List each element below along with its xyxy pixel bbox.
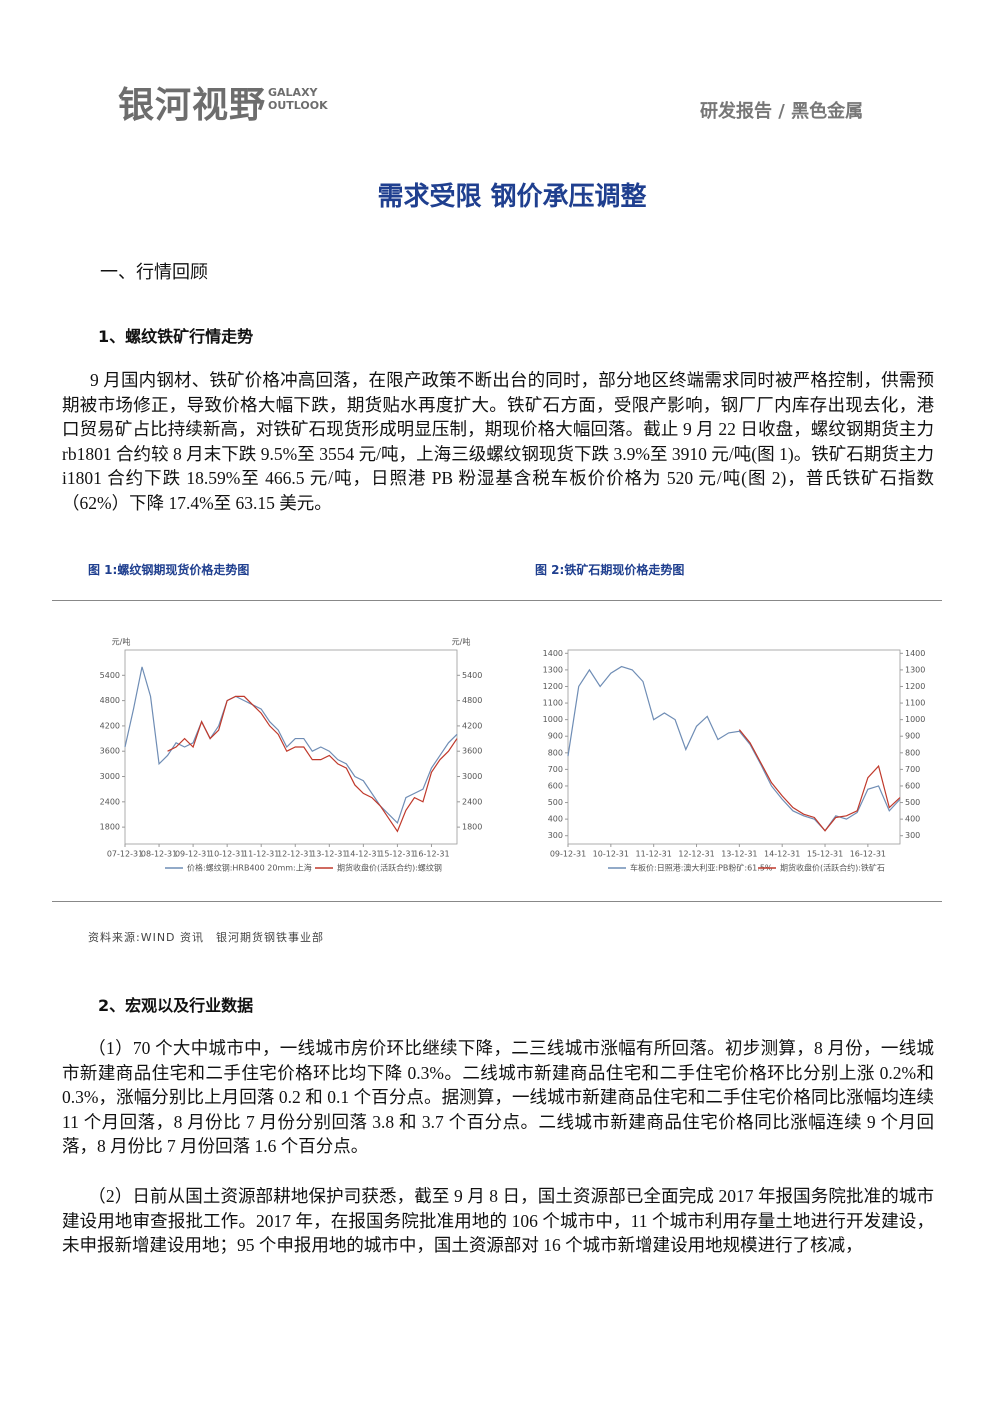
y-tick-label: 1200 (543, 682, 563, 691)
brand-en-line: OUTLOOK (268, 99, 328, 112)
y2-tick-label: 4800 (462, 696, 482, 705)
y2-tick-label: 1000 (905, 715, 925, 724)
subheading: 1、螺纹铁矿行情走势 (98, 327, 254, 346)
y-tick-label: 4800 (100, 696, 120, 705)
y-tick-label: 2400 (100, 797, 120, 806)
x-tick-label: 11-12-31 (636, 850, 672, 859)
x-tick-label: 07-12-31 (107, 850, 143, 859)
figure-caption: 图 1:螺纹钢期现货价格走势图 (88, 563, 250, 577)
series-line (567, 665, 901, 832)
y-tick-label: 300 (548, 831, 563, 840)
y2-tick-label: 1800 (462, 823, 482, 832)
subheading: 2、宏观以及行业数据 (98, 996, 254, 1015)
y-tick-label: 1000 (543, 715, 563, 724)
x-tick-label: 13-12-31 (311, 850, 347, 859)
source: 资料来源:WIND 资讯 银河期货钢铁事业部 (88, 931, 325, 944)
y2-tick-label: 900 (905, 732, 920, 741)
y-tick-label: 400 (548, 815, 563, 824)
x-tick-label: 12-12-31 (678, 850, 714, 859)
y-tick-label: 4200 (100, 721, 120, 730)
y2-tick-label: 1400 (905, 649, 925, 658)
legend-label: 期货收盘价(活跃合约):铁矿石 (780, 863, 885, 873)
x-tick-label: 08-12-31 (141, 850, 177, 859)
y-tick-label: 900 (548, 732, 563, 741)
x-tick-label: 16-12-31 (413, 850, 449, 859)
y2-tick-label: 4200 (462, 721, 482, 730)
legend-label: 价格:螺纹钢:HRB400 20mm:上海 (187, 863, 312, 873)
chart: 300 400 500 600 700 800 900 1000 1100 1200 1300 140… (543, 649, 926, 873)
y2-tick-label: 3600 (462, 747, 482, 756)
series-line (167, 695, 458, 833)
y-axis-label: 元/吨 (112, 637, 131, 647)
legend-label: 车板价:日照港:澳大利亚:PB粉矿:61.5% (630, 863, 773, 873)
series-line (124, 666, 458, 825)
brand-en-line: GALAXY (268, 86, 318, 99)
y-tick-label: 1300 (543, 665, 563, 674)
y-tick-label: 5400 (100, 671, 120, 680)
x-tick-label: 14-12-31 (345, 850, 381, 859)
chart: 元/吨 元/吨 1800 2400 3000 3600 4200 4800 5400 1800 24… (100, 637, 483, 873)
y2-tick-label: 3000 (462, 772, 482, 781)
y-tick-label: 500 (548, 798, 563, 807)
x-tick-label: 15-12-31 (807, 850, 843, 859)
y2-tick-label: 400 (905, 815, 920, 824)
y2-axis-label: 元/吨 (452, 637, 471, 647)
y-tick-label: 3600 (100, 747, 120, 756)
y2-tick-label: 2400 (462, 797, 482, 806)
y-tick-label: 1100 (543, 699, 563, 708)
x-tick-label: 10-12-31 (209, 850, 245, 859)
category: 研发报告 / 黑色金属 (700, 101, 864, 122)
y-tick-label: 600 (548, 781, 563, 790)
y-tick-label: 1400 (543, 649, 563, 658)
y2-tick-label: 1100 (905, 699, 925, 708)
x-tick-label: 15-12-31 (379, 850, 415, 859)
x-tick-label: 10-12-31 (593, 850, 629, 859)
y2-tick-label: 800 (905, 748, 920, 757)
y2-tick-label: 300 (905, 831, 920, 840)
y2-tick-label: 600 (905, 781, 920, 790)
rule (52, 901, 942, 902)
y-tick-label: 700 (548, 765, 563, 774)
brand: 银河视野 (118, 85, 267, 126)
rule (52, 600, 942, 601)
plot-frame (567, 649, 901, 845)
x-tick-label: 11-12-31 (243, 850, 279, 859)
x-tick-label: 09-12-31 (175, 850, 211, 859)
legend-label: 期货收盘价(活跃合约):螺纹钢 (337, 863, 442, 873)
brand-en: GALAXY OUTLOOK (268, 86, 328, 112)
x-tick-label: 14-12-31 (764, 850, 800, 859)
y-tick-label: 1800 (100, 823, 120, 832)
x-tick-label: 12-12-31 (277, 850, 313, 859)
paragraph: （2）日前从国土资源部耕地保护司获悉，截至 9 月 8 日，国土资源部已全面完成… (62, 1186, 934, 1255)
y2-tick-label: 1200 (905, 682, 925, 691)
y2-tick-label: 1300 (905, 665, 925, 674)
y2-tick-label: 5400 (462, 671, 482, 680)
heading: 一、行情回顾 (100, 262, 208, 283)
x-tick-label: 09-12-31 (550, 850, 586, 859)
y2-tick-label: 500 (905, 798, 920, 807)
y-tick-label: 3000 (100, 772, 120, 781)
paragraph: 9 月国内钢材、铁矿价格冲高回落，在限产政策不断出台的同时，部分地区终端需求同时… (62, 370, 934, 513)
y-tick-label: 800 (548, 748, 563, 757)
series-line (738, 729, 901, 832)
y2-tick-label: 700 (905, 765, 920, 774)
paragraph: （1）70 个大中城市中，一线城市房价环比继续下降，二三线城市涨幅有所回落。初步… (62, 1038, 934, 1156)
title: 需求受限 钢价承压调整 (377, 182, 647, 212)
x-tick-label: 13-12-31 (721, 850, 757, 859)
x-tick-label: 16-12-31 (850, 850, 886, 859)
figure-caption: 图 2:铁矿石期现价格走势图 (535, 563, 685, 577)
